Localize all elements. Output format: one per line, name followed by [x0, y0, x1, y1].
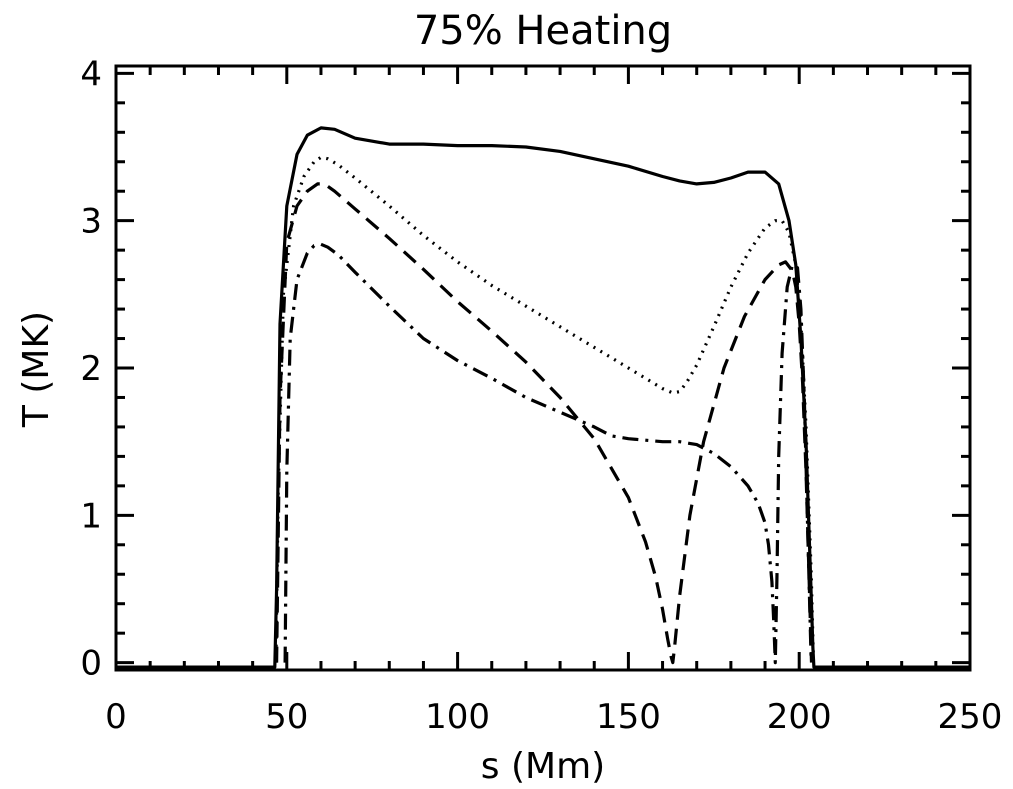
x-axis-label: s (Mm) — [481, 746, 605, 787]
chart-title: 75% Heating — [414, 8, 672, 54]
x-tick-label: 150 — [596, 697, 661, 737]
series-line-dotted — [274, 155, 816, 663]
x-tick-label: 100 — [425, 697, 490, 737]
series-line-dashed — [275, 182, 814, 665]
y-tick-label: 3 — [80, 202, 102, 242]
y-tick-label: 0 — [80, 644, 102, 684]
x-tick-label: 0 — [105, 697, 127, 737]
x-tick-label: 250 — [938, 697, 1003, 737]
y-tick-label: 4 — [80, 54, 102, 94]
series-line-solid — [116, 126, 970, 669]
series-line-dashdot — [283, 242, 813, 665]
x-tick-label: 200 — [767, 697, 832, 737]
tick-labels: 0 50 100 150 200 250 0 1 2 3 4 — [80, 54, 1002, 737]
y-tick-label: 1 — [80, 496, 102, 536]
x-tick-label: 50 — [265, 697, 308, 737]
series-group — [116, 126, 970, 669]
y-axis-label: T (MK) — [16, 311, 57, 428]
tick-marks — [114, 66, 972, 670]
plot-frame — [114, 64, 972, 672]
y-tick-label: 2 — [80, 349, 102, 389]
